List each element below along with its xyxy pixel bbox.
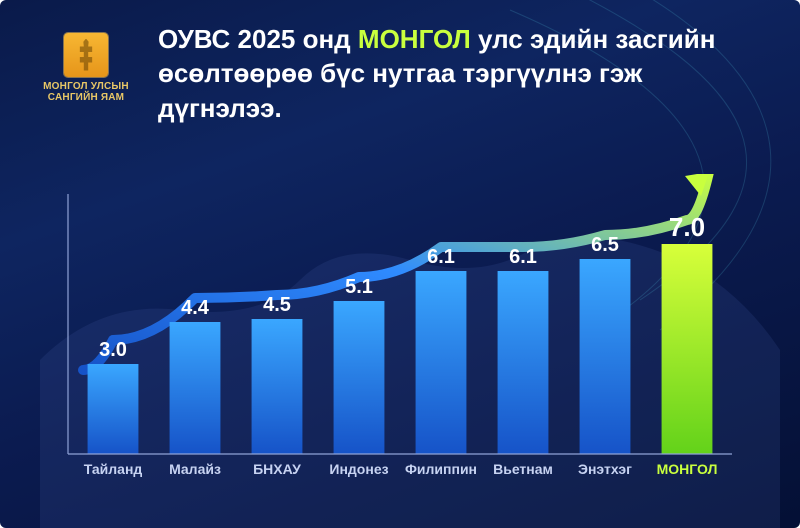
growth-bar-chart: 3.0 Тайланд 4.4 Малайз 4.5 БНХАУ 5.1 Индонез 6.1…	[60, 174, 740, 484]
bar	[580, 259, 631, 454]
bar	[252, 319, 303, 454]
headline: ОУВС 2025 онд МОНГОЛ улс эдийн засгийн ө…	[158, 22, 758, 125]
header: МОНГОЛ УЛСЫН САНГИЙН ЯАМ ОУВС 2025 онд М…	[40, 22, 760, 125]
bar-category-label: Филиппин	[405, 461, 477, 477]
logo-text-line2: САНГИЙН ЯАМ	[43, 92, 129, 104]
bar-category-label: Индонез	[329, 461, 388, 477]
bar	[662, 244, 713, 454]
infographic-card: МОНГОЛ УЛСЫН САНГИЙН ЯАМ ОУВС 2025 онд М…	[0, 0, 800, 528]
logo-text-line1: МОНГОЛ УЛСЫН	[43, 81, 129, 93]
headline-prefix: ОУВС 2025 онд	[158, 24, 358, 54]
bar-category-label: Энэтхэг	[578, 461, 632, 477]
bar-value-label: 7.0	[669, 212, 705, 242]
bar	[498, 271, 549, 454]
bar-category-label: МОНГОЛ	[657, 461, 718, 477]
bar-category-label: Вьетнам	[493, 461, 553, 477]
bar	[170, 322, 221, 454]
bar	[416, 271, 467, 454]
bar-category-label: Малайз	[169, 461, 221, 477]
bar	[88, 364, 139, 454]
bar-value-label: 4.5	[263, 294, 291, 316]
logo-text: МОНГОЛ УЛСЫН САНГИЙН ЯАМ	[43, 81, 129, 104]
bar-value-label: 5.1	[345, 276, 373, 298]
bar-value-label: 3.0	[99, 339, 127, 361]
headline-highlight: МОНГОЛ	[358, 24, 471, 54]
bar	[334, 301, 385, 454]
bar-category-label: Тайланд	[84, 461, 143, 477]
bar-value-label: 6.5	[591, 234, 619, 256]
bar-category-label: БНХАУ	[253, 461, 301, 477]
soyombo-icon	[64, 33, 108, 77]
bar-value-label: 6.1	[427, 246, 455, 268]
bar-value-label: 4.4	[181, 297, 210, 319]
ministry-logo: МОНГОЛ УЛСЫН САНГИЙН ЯАМ	[40, 22, 132, 114]
bar-value-label: 6.1	[509, 246, 537, 268]
